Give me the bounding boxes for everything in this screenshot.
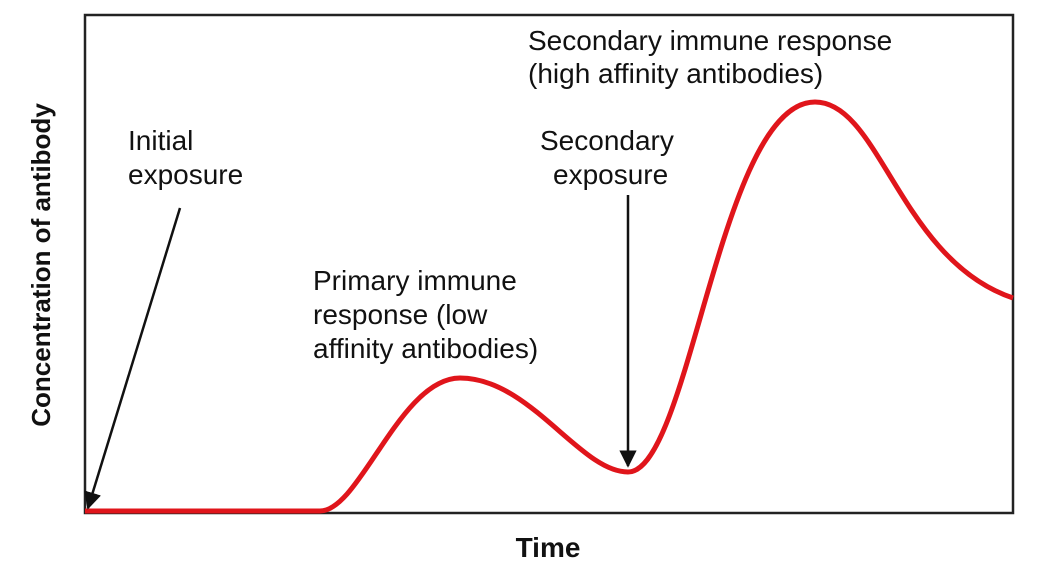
annotation-line: exposure: [553, 159, 668, 190]
annotation-line: affinity antibodies): [313, 333, 538, 364]
x-axis-label: Time: [516, 532, 581, 563]
annotation-line: response (low: [313, 299, 488, 330]
plot-frame: [83, 13, 1015, 515]
annotation-line: Secondary: [540, 125, 674, 156]
annotation-line: exposure: [128, 159, 243, 190]
annotation-line: Primary immune: [313, 265, 517, 296]
annotation-line: Initial: [128, 125, 193, 156]
antibody-curve: [85, 99, 1014, 514]
y-axis-label: Concentration of antibody: [26, 103, 56, 427]
arrow-initial: [84, 207, 182, 510]
annotation-line: (high affinity antibodies): [528, 58, 823, 89]
annotation-line: Secondary immune response: [528, 25, 892, 56]
